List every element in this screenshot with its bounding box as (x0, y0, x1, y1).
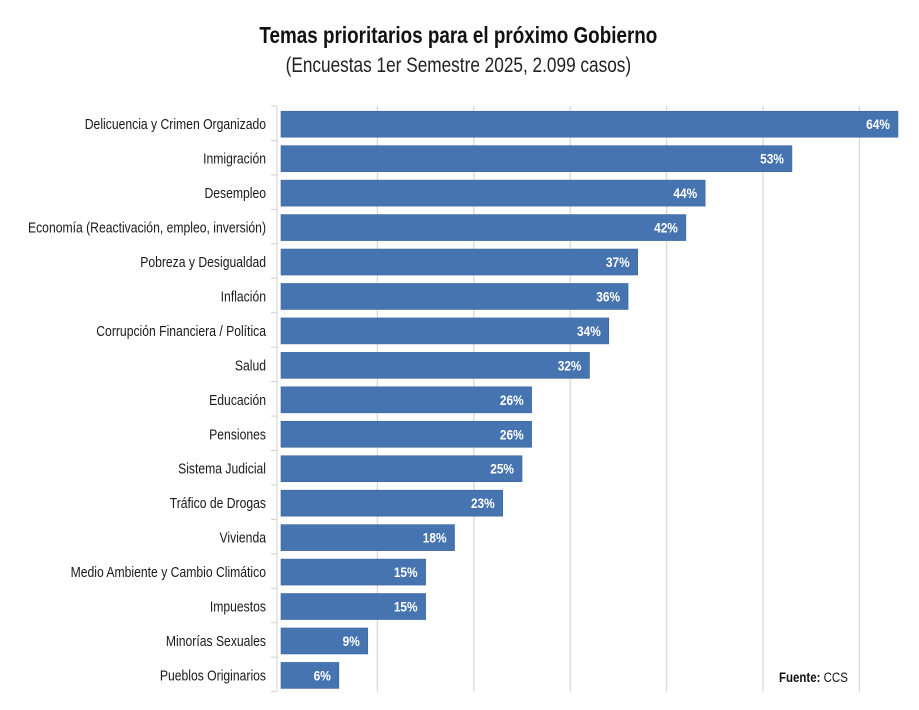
bar (280, 317, 610, 345)
category-label: Impuestos (210, 599, 266, 615)
category-label: Inmigración (203, 151, 266, 167)
bar (280, 145, 793, 172)
data-label: 6% (314, 668, 331, 684)
chart-title: Temas prioritarios para el próximo Gobie… (259, 22, 658, 48)
category-label: Pensiones (209, 426, 266, 442)
category-label: Salud (235, 357, 266, 373)
data-label: 53% (760, 151, 784, 167)
category-label: Sistema Judicial (178, 461, 266, 477)
category-label: Economía (Reactivación, empleo, inversió… (28, 220, 266, 236)
data-label: 18% (423, 530, 447, 546)
bar (280, 420, 532, 448)
data-label: 44% (673, 185, 697, 201)
bar (280, 489, 504, 517)
data-label: 32% (558, 358, 582, 374)
category-label: Educación (209, 392, 266, 408)
bar (280, 558, 426, 586)
category-label: Delicuencia y Crimen Organizado (85, 116, 266, 132)
data-label: 9% (343, 633, 360, 649)
data-label: 23% (471, 495, 495, 511)
data-label: 37% (606, 254, 630, 270)
y-axis (271, 105, 278, 693)
category-label: Pueblos Originarios (160, 667, 266, 683)
category-label: Medio Ambiente y Cambio Climático (71, 564, 266, 580)
bar (280, 386, 532, 414)
bar (280, 110, 899, 138)
data-label: 25% (490, 461, 514, 477)
source-value: CCS (823, 670, 848, 685)
category-label: Minorías Sexuales (166, 633, 266, 649)
data-label: 15% (394, 599, 418, 615)
data-label: 36% (596, 289, 620, 305)
data-label: 34% (577, 323, 601, 339)
bar (280, 627, 369, 655)
bar (280, 214, 687, 241)
bars (280, 110, 899, 689)
category-label: Corrupción Financiera / Política (96, 323, 266, 339)
data-labels: 64% 53% 44% 42% 37% 36% 34% 32% 26% 26% 25% 23% 18% 1… (314, 116, 890, 683)
source-label: Fuente: (779, 670, 821, 685)
bar (280, 283, 629, 310)
source-note: Fuente: CCS (779, 670, 848, 685)
category-label: Inflación (221, 288, 266, 304)
data-label: 26% (500, 427, 524, 443)
bar (280, 524, 455, 551)
category-labels: Delicuencia y Crimen Organizado Inmigraci… (28, 116, 267, 683)
bar (280, 352, 590, 379)
category-label: Pobreza y Desigualdad (140, 254, 266, 270)
category-label: Vivienda (220, 530, 267, 546)
bar (280, 179, 706, 207)
data-label: 15% (394, 564, 418, 580)
data-label: 42% (654, 220, 678, 236)
bar (280, 248, 638, 276)
category-label: Tráfico de Drogas (170, 495, 267, 511)
data-label: 26% (500, 392, 524, 408)
data-label: 64% (866, 116, 890, 132)
bar (280, 593, 426, 620)
chart-subtitle: (Encuestas 1er Semestre 2025, 2.099 caso… (285, 54, 632, 77)
category-label: Desempleo (204, 185, 266, 201)
bar (280, 662, 340, 689)
bar (280, 455, 523, 483)
